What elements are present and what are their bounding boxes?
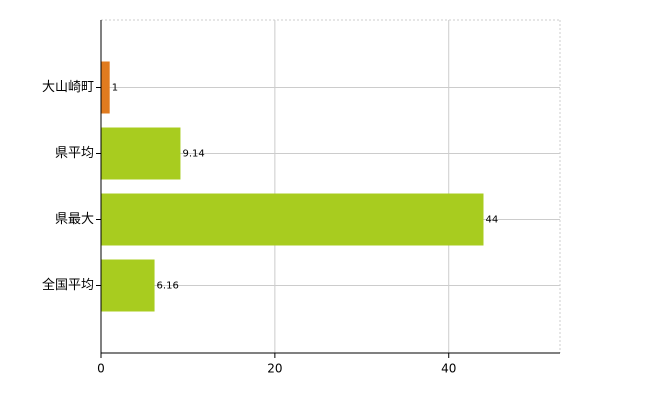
x-tick-label: 20 xyxy=(267,362,282,376)
y-tick-label: 全国平均 xyxy=(42,277,94,293)
bar xyxy=(101,259,155,312)
value-label: 44 xyxy=(486,215,499,226)
bar xyxy=(101,193,484,246)
y-tick-label: 県平均 xyxy=(55,146,94,161)
y-tick-label: 県最大 xyxy=(55,212,94,227)
x-tick-label: 40 xyxy=(441,362,456,376)
bar xyxy=(101,127,181,180)
x-tick-label: 0 xyxy=(97,362,105,376)
value-label: 6.16 xyxy=(157,281,179,292)
value-label: 1 xyxy=(112,83,118,94)
y-tick-label: 大山崎町 xyxy=(42,80,94,95)
bar xyxy=(101,61,110,114)
value-label: 9.14 xyxy=(182,149,204,160)
